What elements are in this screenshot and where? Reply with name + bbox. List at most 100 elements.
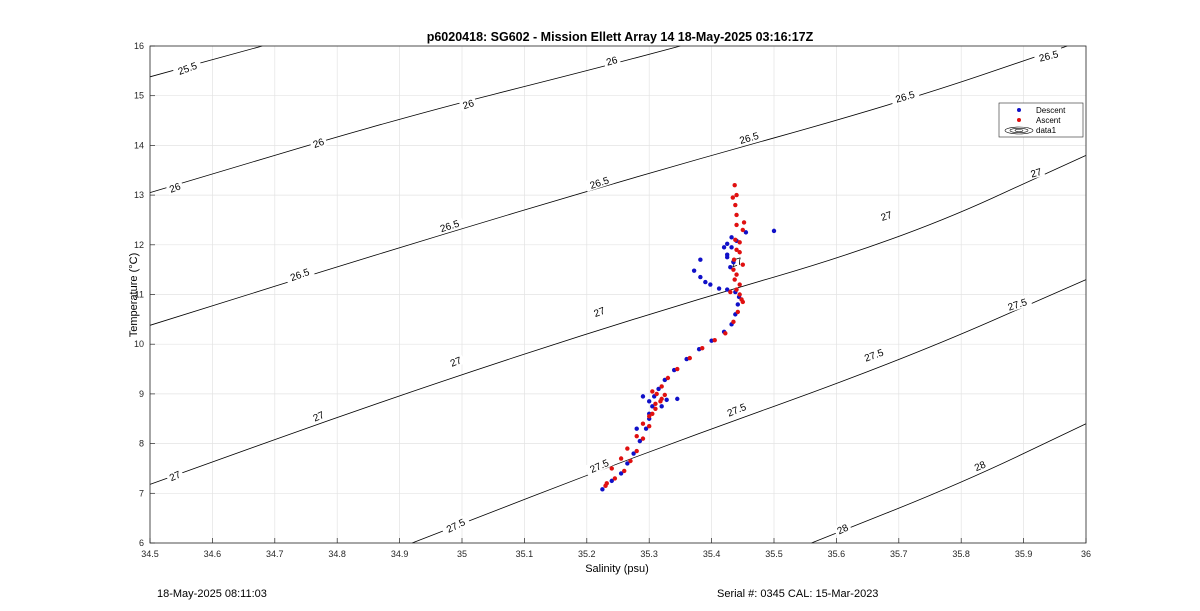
ascent-point (622, 468, 627, 474)
contour-label-text: 27 (312, 410, 327, 425)
y-tick-label: 14 (134, 140, 144, 150)
x-tick-label: 34.8 (328, 549, 346, 559)
descent-point (600, 487, 605, 492)
ascent-point (737, 292, 742, 297)
x-tick-label: 34.6 (204, 549, 222, 559)
ascent-point (700, 345, 705, 351)
x-axis-ticks: 34.5 34.6 34.7 34.8 34.9 35 35.1 35.2 35.3 35.4 35… (141, 538, 1091, 559)
ascent-point (659, 384, 664, 389)
y-tick-label: 12 (134, 240, 144, 250)
x-tick-label: 35.7 (890, 549, 908, 559)
x-tick-label: 35.6 (828, 549, 846, 559)
ascent-point (647, 424, 652, 429)
ascent-point (737, 240, 742, 245)
contour-label-bg (434, 215, 465, 235)
descent-point (659, 404, 664, 409)
contour-label-bg (172, 57, 203, 78)
contour-label-bg (284, 264, 315, 285)
descent-point (691, 268, 697, 273)
ascent-point (734, 272, 739, 277)
x-tick-label: 35.3 (640, 549, 658, 559)
descent-point (771, 228, 777, 234)
descent-point (637, 438, 643, 444)
ascent-point (640, 436, 646, 441)
contour-line-27 (149, 154, 1087, 485)
y-axis-label: Temperature (°C) (128, 253, 140, 337)
contour-label: 28 (832, 520, 853, 537)
contour-label-bg (858, 344, 889, 365)
x-tick-label: 35 (457, 549, 467, 559)
legend-marker-contour (1004, 126, 1034, 135)
descent-point (729, 235, 734, 240)
contour-label: 27 (589, 303, 609, 320)
contour-label-bg (1026, 164, 1046, 180)
ascent-point (658, 399, 663, 404)
density-contours (149, 45, 1087, 544)
ascent-point (665, 375, 671, 381)
contour-label: 27 (1026, 164, 1046, 181)
descent-point (716, 286, 722, 291)
contour-label: 27 (165, 467, 185, 484)
ascent-point (654, 391, 659, 397)
ascent-point (609, 466, 614, 471)
descent-point (725, 287, 730, 292)
contour-label: 27 (876, 207, 896, 224)
contour-label: 27 (446, 353, 466, 370)
contour-label-bg (889, 87, 920, 106)
contour-label-text: 26.5 (894, 90, 916, 106)
descent-point (735, 302, 741, 307)
ascent-point (733, 237, 738, 243)
ascent-point (728, 289, 733, 295)
y-tick-label: 13 (134, 190, 144, 200)
contour-label-bg (308, 407, 328, 425)
ascent-point (737, 250, 742, 255)
contour-label-bg (584, 172, 615, 192)
contour-label-bg (970, 457, 990, 474)
contour-label-text: 26 (462, 98, 476, 112)
contour-label: 26 (602, 52, 621, 69)
legend-box (998, 102, 1084, 138)
descent-point (708, 282, 713, 287)
contour-label-bg (440, 514, 471, 537)
contour-label-bg (589, 303, 609, 320)
descent-point (743, 230, 749, 235)
x-axis-label: Salinity (psu) (585, 563, 649, 575)
ascent-point (634, 448, 639, 454)
y-axis-ticks: 6 7 8 9 10 11 12 13 14 15 16 (134, 41, 155, 548)
ascent-point (650, 389, 655, 394)
contour-label-bg (165, 179, 185, 196)
y-tick-label: 16 (134, 41, 144, 51)
descent-point (725, 241, 730, 247)
descent-point (634, 426, 639, 431)
contour-label: 26.5 (1033, 46, 1064, 65)
descent-point (662, 377, 667, 383)
x-tick-label: 35.9 (1015, 549, 1033, 559)
contour-label-text: 26.5 (1038, 49, 1060, 64)
contour-label: 26.5 (889, 87, 920, 106)
ascent-point (712, 338, 717, 343)
descent-point (650, 404, 655, 409)
contour-label-bg (1033, 46, 1064, 65)
contour-label-text: 28 (836, 522, 851, 537)
descent-point (647, 399, 652, 404)
descent-point (698, 274, 703, 280)
contour-label-bg (308, 134, 328, 151)
ascent-point (739, 297, 744, 302)
ascent-point (732, 277, 737, 282)
contour-label-text: 27 (1029, 167, 1043, 181)
x-tick-label: 35.2 (578, 549, 596, 559)
legend-marker-descent (1017, 108, 1021, 112)
x-tick-label: 35.8 (952, 549, 970, 559)
contour-label: 28 (970, 457, 990, 474)
descent-point (725, 255, 730, 260)
descent-point (703, 279, 708, 285)
ascent-point (618, 456, 624, 461)
ascent-point (734, 247, 739, 252)
contour-label: 26 (165, 179, 185, 196)
contour-label-text: 27 (880, 210, 894, 224)
descent-point (656, 386, 661, 392)
contour-label: 26.5 (733, 128, 764, 147)
ascent-point (650, 411, 655, 416)
y-tick-label: 9 (139, 389, 144, 399)
ascent-point (733, 202, 738, 208)
